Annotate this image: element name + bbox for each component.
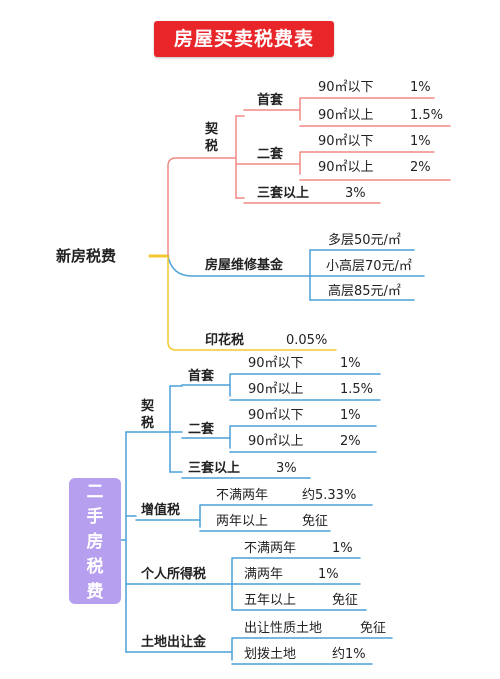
income-rate-3: 免征: [332, 593, 359, 608]
old-second-area-1: 90㎡以下: [248, 408, 304, 423]
new-third-rate: 3%: [345, 186, 366, 201]
page-title: 房屋买卖税费表: [154, 21, 334, 57]
stamp-tax-rate: 0.05%: [286, 333, 328, 348]
land-rate-1: 免征: [360, 621, 387, 636]
income-tax-label: 个人所得税: [141, 567, 207, 582]
new-deed-tax-char: 税: [205, 139, 219, 154]
second-hand-root-char: 税: [86, 557, 104, 577]
second-hand-root-char: 房: [86, 532, 104, 552]
land-rate-2: 约1%: [332, 647, 366, 662]
fund-multi-storey: 多层50元/㎡: [328, 233, 401, 248]
new-first-area-2: 90㎡以上: [318, 108, 374, 123]
land-cond-2: 划拨土地: [244, 647, 297, 662]
new-second-area-2: 90㎡以上: [318, 160, 374, 175]
fund-high-rise: 高层85元/㎡: [328, 284, 401, 299]
new-second-area-1: 90㎡以下: [318, 134, 374, 149]
old-third-rate: 3%: [276, 461, 297, 476]
new-first-rate-1: 1%: [410, 80, 431, 95]
new-first-area-1: 90㎡以下: [318, 80, 374, 95]
old-first-area-1: 90㎡以下: [248, 356, 304, 371]
income-rate-1: 1%: [332, 541, 353, 556]
second-hand-root-char: 手: [86, 507, 104, 527]
land-cond-1: 出让性质土地: [244, 621, 323, 636]
new-house-root: 新房税费: [56, 247, 117, 265]
new-first-home-label: 首套: [257, 93, 284, 108]
old-deed-tax-label: 契 税: [141, 398, 154, 432]
old-first-rate-2: 1.5%: [340, 382, 374, 397]
old-second-home-label: 二套: [188, 422, 215, 437]
vat-cond-1: 不满两年: [216, 488, 269, 503]
old-first-rate-1: 1%: [340, 356, 361, 371]
new-second-rate-1: 1%: [410, 134, 431, 149]
new-second-rate-2: 2%: [410, 160, 431, 175]
vat-label: 增值税: [141, 503, 181, 518]
fund-mid-rise: 小高层70元/㎡: [326, 259, 412, 274]
old-first-home-label: 首套: [188, 369, 215, 384]
vat-cond-2: 两年以上: [216, 514, 269, 529]
land-fee-label: 土地出让金: [141, 635, 207, 650]
second-hand-root: 二 手 房 税 费: [69, 478, 121, 604]
old-deed-tax-char: 税: [141, 416, 155, 431]
new-second-home-label: 二套: [257, 147, 284, 162]
second-hand-root-char: 二: [86, 482, 104, 502]
stamp-tax-label: 印花税: [205, 333, 245, 348]
old-second-area-2: 90㎡以上: [248, 434, 304, 449]
new-third-home-label: 三套以上: [257, 186, 310, 201]
new-deed-tax-label: 契 税: [205, 121, 218, 155]
maintenance-fund-label: 房屋维修基金: [205, 258, 284, 273]
old-second-rate-1: 1%: [340, 408, 361, 423]
income-cond-1: 不满两年: [244, 541, 297, 556]
old-deed-tax-char: 契: [141, 399, 155, 414]
old-second-rate-2: 2%: [340, 434, 361, 449]
vat-rate-1: 约5.33%: [302, 488, 357, 503]
new-first-rate-2: 1.5%: [410, 108, 444, 123]
second-hand-root-char: 费: [86, 582, 104, 602]
old-first-area-2: 90㎡以上: [248, 382, 304, 397]
new-deed-tax-char: 契: [205, 122, 219, 137]
income-cond-3: 五年以上: [244, 593, 297, 608]
vat-rate-2: 免征: [302, 514, 329, 529]
income-rate-2: 1%: [318, 567, 339, 582]
old-third-home-label: 三套以上: [188, 461, 241, 476]
income-cond-2: 满两年: [244, 567, 284, 582]
